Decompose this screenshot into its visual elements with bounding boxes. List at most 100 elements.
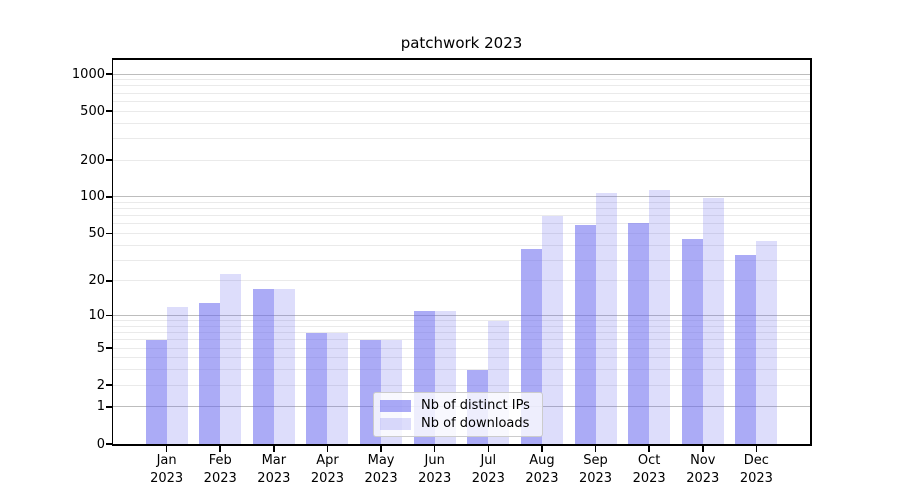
minor-gridline	[113, 79, 810, 81]
x-tick	[594, 445, 597, 452]
minor-gridline	[113, 223, 810, 225]
bar-downloads-mar	[273, 289, 295, 444]
x-tick	[326, 445, 329, 452]
y-tick-label: 10	[88, 308, 105, 324]
bar-distinct-ips-apr	[306, 332, 328, 444]
x-tick-label: Sep 2023	[578, 453, 613, 486]
legend-item-distinct-ips: Nb of distinct IPs	[380, 398, 536, 413]
legend-swatch-distinct-ips	[380, 399, 411, 412]
x-tick	[219, 445, 221, 452]
top-spine	[111, 58, 812, 60]
major-gridline	[113, 196, 810, 198]
x-tick-label: May 2023	[364, 453, 398, 486]
bar-distinct-ips-nov	[681, 238, 703, 444]
y-tick-label: 2	[96, 377, 105, 393]
minor-gridline	[113, 357, 810, 359]
bar-distinct-ips-jan	[145, 339, 167, 444]
major-gridline	[113, 315, 810, 317]
legend-label-downloads: Nb of downloads	[421, 416, 530, 431]
bar-distinct-ips-dec	[735, 255, 757, 444]
y-tick	[105, 280, 112, 282]
minor-gridline	[113, 137, 810, 139]
y-tick	[105, 232, 112, 235]
x-tick	[702, 445, 704, 452]
bar-downloads-apr	[327, 332, 349, 444]
x-tick-label: Oct 2023	[632, 453, 666, 486]
x-tick-label: Apr 2023	[310, 453, 344, 486]
minor-gridline	[113, 215, 810, 217]
y-tick-label: 200	[80, 152, 105, 168]
y-tick	[105, 73, 112, 75]
y-tick-label: 100	[80, 189, 105, 205]
legend-label-distinct-ips: Nb of distinct IPs	[421, 398, 530, 413]
minor-gridline	[113, 201, 810, 203]
bar-downloads-feb	[220, 273, 242, 444]
x-tick-label: Aug 2023	[525, 453, 559, 486]
minor-gridline	[113, 92, 810, 94]
y-tick-label: 20	[88, 273, 105, 289]
minor-gridline	[113, 159, 810, 161]
bar-distinct-ips-feb	[199, 302, 221, 444]
y-tick	[105, 406, 112, 408]
bar-downloads-dec	[756, 241, 778, 444]
x-tick-label: Feb 2023	[203, 453, 237, 486]
minor-gridline	[113, 122, 810, 124]
minor-gridline	[113, 384, 810, 386]
y-tick	[105, 443, 112, 445]
bar-downloads-oct	[649, 190, 671, 444]
minor-gridline	[113, 332, 810, 334]
bar-downloads-aug	[541, 215, 563, 444]
y-tick	[105, 384, 112, 386]
minor-gridline	[113, 259, 810, 261]
bar-distinct-ips-sep	[574, 224, 596, 444]
minor-gridline	[113, 100, 810, 102]
x-tick	[165, 445, 168, 452]
x-tick	[487, 445, 490, 452]
x-tick-label: Jan 2023	[150, 453, 184, 486]
minor-gridline	[113, 369, 810, 371]
y-tick	[105, 159, 112, 161]
x-tick	[380, 445, 382, 452]
x-tick	[755, 445, 758, 452]
minor-gridline	[113, 320, 810, 322]
bottom-spine	[111, 444, 812, 446]
x-tick	[541, 445, 543, 452]
bar-downloads-sep	[595, 192, 617, 444]
x-tick-label: Nov 2023	[686, 453, 720, 486]
minor-gridline	[113, 325, 810, 327]
y-tick	[105, 314, 112, 317]
y-tick-label: 0	[96, 436, 105, 452]
x-tick-label: Jun 2023	[418, 453, 452, 486]
chart-title: patchwork 2023	[400, 34, 523, 52]
y-tick-label: 50	[88, 225, 105, 241]
legend: Nb of distinct IPs Nb of downloads	[373, 392, 543, 437]
x-tick	[648, 445, 650, 452]
minor-gridline	[113, 280, 810, 282]
legend-swatch-downloads	[380, 417, 411, 430]
minor-gridline	[113, 110, 810, 112]
bar-downloads-nov	[702, 197, 724, 444]
y-tick-label: 5	[96, 340, 105, 356]
y-tick	[105, 196, 112, 198]
y-tick	[105, 347, 112, 349]
x-tick-label: Mar 2023	[257, 453, 291, 486]
y-tick	[105, 110, 112, 112]
x-tick-label: Jul 2023	[471, 453, 505, 486]
minor-gridline	[113, 244, 810, 246]
x-tick-label: Dec 2023	[739, 453, 773, 486]
legend-item-downloads: Nb of downloads	[380, 416, 536, 431]
x-tick	[273, 445, 275, 452]
left-spine	[111, 59, 114, 445]
y-tick-label: 1000	[71, 66, 105, 82]
minor-gridline	[113, 85, 810, 87]
y-tick-label: 500	[80, 103, 105, 119]
bar-distinct-ips-mar	[252, 289, 274, 444]
minor-gridline	[113, 339, 810, 341]
bar-distinct-ips-oct	[628, 222, 650, 444]
bar-downloads-jan	[166, 306, 188, 444]
y-tick-label: 1	[96, 399, 105, 415]
x-tick	[433, 445, 436, 452]
right-spine	[810, 59, 812, 445]
major-gridline	[113, 73, 810, 75]
